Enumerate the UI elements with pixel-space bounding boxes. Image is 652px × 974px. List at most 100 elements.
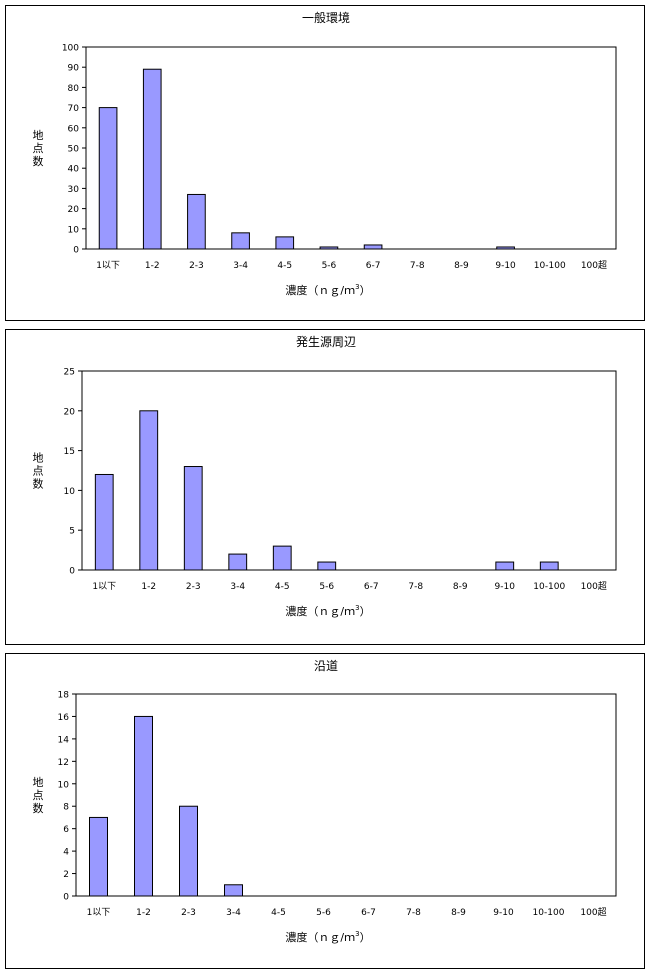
x-tick-label: 2-3 (189, 261, 204, 271)
x-tick-label: 1以下 (92, 582, 116, 592)
chart-panel-roadside: 沿道 0 2 4 6 8 10 12 14 16 18 1以下 1-2 2-3 3-4 4-5 5-6 6-7 7-… (5, 653, 645, 969)
chart-panel-source: 発生源周辺 0 5 10 15 20 25 1以下 1-2 2-3 3-4 4-5 5-6 6-7 7-8 8… (5, 329, 645, 645)
x-tick-label: 8-9 (454, 261, 469, 271)
bar (495, 561, 515, 571)
y-axis-label: 地点数 (33, 776, 44, 815)
x-tick-label: 7-8 (410, 261, 425, 271)
x-tick-label: 4-5 (271, 908, 286, 918)
plot-area (85, 46, 617, 250)
y-tick-label: 40 (68, 165, 80, 175)
bar (179, 805, 198, 897)
x-tick-label: 6-7 (366, 261, 381, 271)
x-axis-label: 濃度（ｎｇ/ｍ3） (285, 283, 370, 297)
y-tick-label: 0 (63, 893, 69, 903)
x-tick-label: 5-6 (319, 582, 334, 592)
y-axis-label: 地点数 (33, 129, 44, 168)
chart-title: 発生源周辺 (296, 335, 356, 349)
y-tick-label: 0 (69, 567, 75, 577)
chart-general: 一般環境 0 10 20 30 40 50 60 70 80 90 100 1以下 1-2 2-3 3-4 4-… (33, 10, 617, 297)
y-tick-label: 10 (58, 780, 70, 790)
y-tick-label: 2 (63, 870, 69, 880)
y-tick-label: 60 (68, 124, 80, 134)
x-tick-label: 1以下 (87, 908, 111, 918)
bar (98, 107, 118, 250)
chart-title: 沿道 (314, 659, 338, 673)
plot-area (81, 370, 617, 571)
bar (142, 68, 162, 250)
chart-title: 一般環境 (302, 10, 350, 25)
y-tick-label: 5 (69, 527, 75, 537)
y-tick-label: 4 (63, 848, 69, 858)
x-tick-label: 2-3 (186, 582, 201, 592)
x-tick-label: 6-7 (364, 582, 379, 592)
bar (224, 884, 243, 897)
x-tick-label: 1以下 (96, 261, 120, 271)
x-tick-label: 100超 (581, 259, 607, 271)
x-tick-label: 1-2 (136, 908, 151, 918)
x-tick-label: 7-8 (408, 582, 423, 592)
bar (183, 466, 203, 571)
x-tick-label: 3-4 (226, 908, 241, 918)
y-tick-label: 10 (64, 487, 76, 497)
bar (363, 244, 383, 250)
x-tick-label: 8-9 (451, 908, 466, 918)
x-tick-label: 7-8 (406, 908, 421, 918)
bar (231, 232, 250, 250)
y-tick-label: 70 (68, 104, 80, 114)
y-tick-label: 100 (62, 44, 79, 54)
x-tick-label: 5-6 (316, 908, 331, 918)
bar (275, 236, 295, 250)
bar (319, 246, 339, 250)
chart-roadside: 沿道 0 2 4 6 8 10 12 14 16 18 1以下 1-2 2-3 3-4 4-5 5-6 6-7 7-… (33, 659, 617, 944)
y-tick-label: 90 (68, 64, 80, 74)
x-tick-label: 9-10 (495, 582, 516, 592)
bar (272, 545, 292, 571)
x-axis-label: 濃度（ｎｇ/ｍ3） (285, 930, 370, 944)
x-tick-label: 3-4 (230, 582, 245, 592)
bar (228, 553, 248, 571)
x-tick-label: 4-5 (277, 261, 292, 271)
x-tick-label: 10-100 (533, 582, 565, 592)
x-tick-label: 4-5 (275, 582, 290, 592)
y-tick-label: 20 (68, 205, 80, 215)
y-tick-label: 18 (58, 691, 70, 701)
x-tick-label: 100超 (580, 906, 606, 918)
x-tick-label: 2-3 (181, 908, 196, 918)
bar (317, 561, 337, 571)
bar (139, 410, 159, 571)
y-tick-label: 20 (64, 407, 76, 417)
bar (89, 816, 108, 897)
bar (187, 193, 206, 250)
bar (134, 715, 153, 897)
y-tick-label: 12 (58, 758, 69, 768)
plot-area (75, 693, 617, 897)
chart-panel-general: 一般環境 0 10 20 30 40 50 60 70 80 90 100 1以下 1-2 2-3 3-4 4-… (5, 5, 645, 321)
x-axis-label: 濃度（ｎｇ/ｍ3） (285, 604, 370, 618)
y-tick-label: 16 (58, 713, 70, 723)
x-tick-label: 1-2 (145, 261, 160, 271)
x-tick-label: 10-100 (534, 261, 566, 271)
bar (496, 246, 515, 250)
x-tick-label: 5-6 (322, 261, 337, 271)
x-tick-label: 3-4 (233, 261, 248, 271)
x-tick-label: 100超 (581, 580, 607, 592)
bar (94, 473, 114, 571)
chart-source: 発生源周辺 0 5 10 15 20 25 1以下 1-2 2-3 3-4 4-5 5-6 6-7 7-8 8… (33, 335, 617, 618)
y-tick-label: 50 (68, 145, 80, 155)
x-tick-label: 6-7 (361, 908, 376, 918)
x-tick-label: 9-10 (495, 261, 516, 271)
y-axis-label: 地点数 (33, 452, 44, 491)
y-tick-label: 25 (64, 368, 75, 378)
y-tick-label: 80 (68, 84, 80, 94)
y-tick-label: 0 (73, 246, 79, 256)
x-tick-label: 10-100 (533, 908, 565, 918)
y-tick-label: 15 (64, 447, 75, 457)
x-tick-label: 8-9 (453, 582, 468, 592)
y-tick-label: 14 (58, 735, 70, 745)
y-tick-label: 8 (63, 803, 69, 813)
x-tick-label: 1-2 (141, 582, 156, 592)
bar (539, 561, 559, 571)
y-tick-label: 10 (68, 225, 80, 235)
y-tick-label: 30 (68, 185, 80, 195)
y-tick-label: 6 (63, 825, 69, 835)
